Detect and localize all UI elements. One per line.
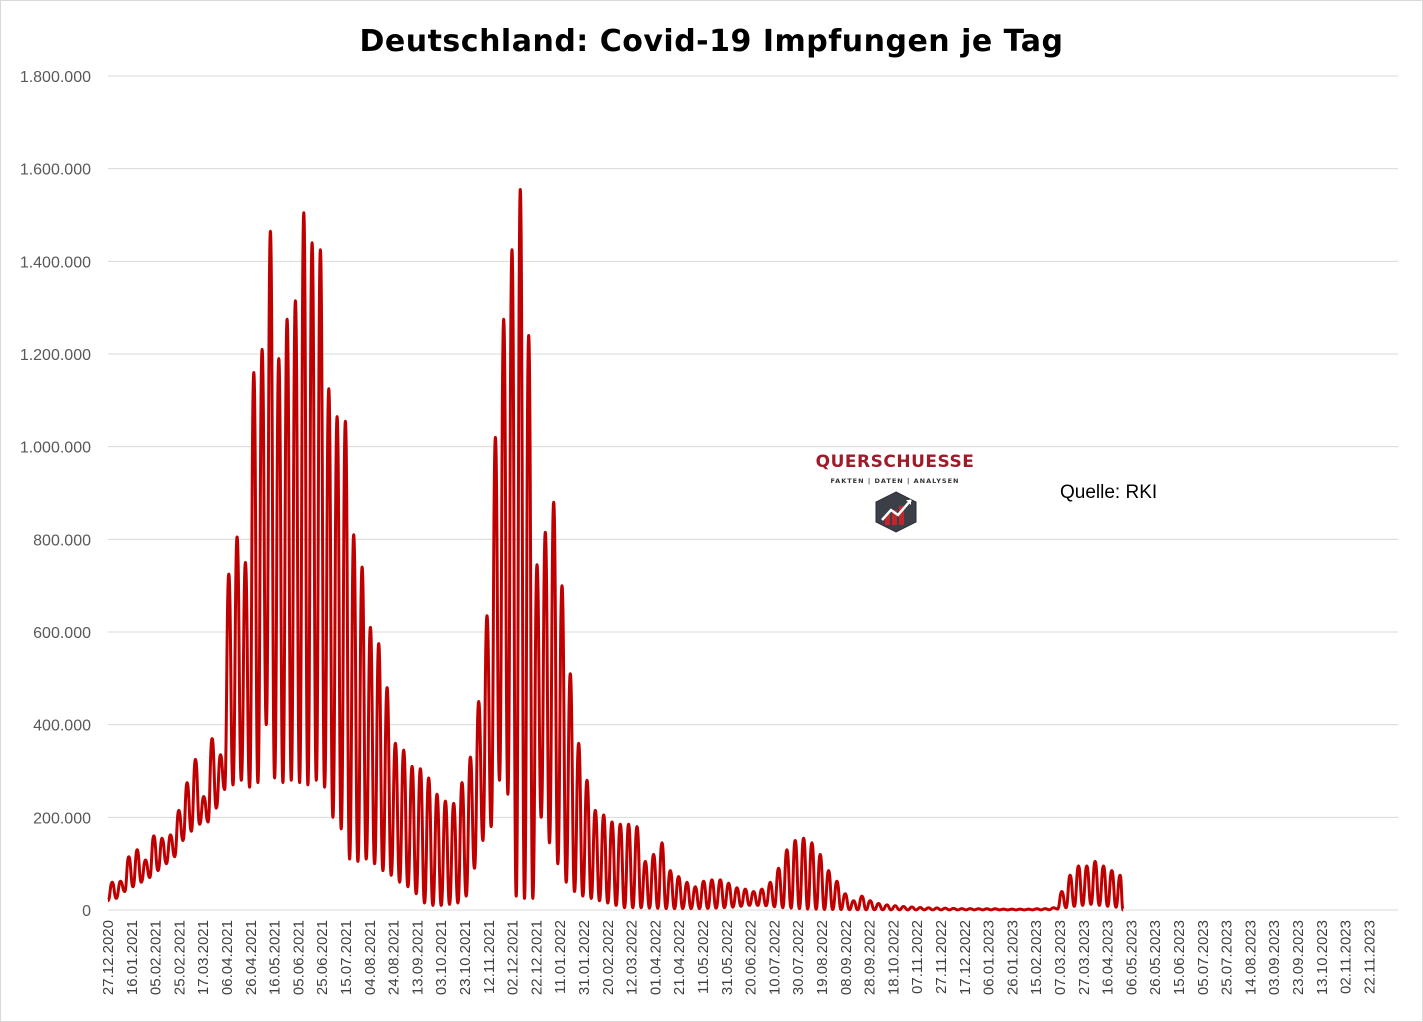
- x-tick-label: 07.03.2023: [1052, 920, 1069, 995]
- x-tick-label: 23.09.2023: [1290, 920, 1307, 995]
- x-tick-label: 04.08.2021: [362, 920, 379, 995]
- x-tick-label: 07.11.2022: [909, 920, 926, 994]
- x-tick-label: 06.01.2023: [981, 920, 998, 995]
- x-tick-label: 17.12.2022: [957, 920, 974, 995]
- x-tick-label: 01.04.2022: [647, 920, 664, 995]
- x-tick-label: 28.09.2022: [862, 920, 879, 995]
- x-tick-label: 13.10.2023: [1314, 920, 1331, 995]
- x-tick-label: 25.02.2021: [171, 920, 188, 995]
- x-tick-label: 16.01.2021: [124, 920, 141, 995]
- x-tick-label: 05.06.2021: [290, 920, 307, 995]
- x-tick-label: 18.10.2022: [885, 920, 902, 995]
- x-tick-label: 20.02.2022: [600, 920, 617, 995]
- x-tick-label: 15.02.2023: [1028, 920, 1045, 995]
- y-axis-labels: 0 200.000 400.000 600.000 800.000 1.000.000 1.…: [20, 69, 91, 920]
- x-tick-label: 22.11.2023: [1361, 920, 1378, 994]
- x-tick-label: 11.01.2022: [552, 920, 569, 994]
- x-tick-label: 13.09.2021: [409, 920, 426, 995]
- x-tick-label: 26.04.2021: [243, 920, 260, 995]
- x-tick-label: 27.03.2023: [1076, 920, 1093, 995]
- y-tick-label: 1.200.000: [20, 347, 91, 364]
- x-tick-label: 27.11.2022: [933, 920, 950, 994]
- x-tick-label: 23.10.2021: [457, 920, 474, 995]
- x-axis-labels: 27.12.2020 16.01.2021 05.02.2021 25.02.2021…: [100, 920, 1378, 995]
- x-tick-label: 06.05.2023: [1123, 920, 1140, 995]
- chart-title: Deutschland: Covid-19 Impfungen je Tag: [359, 24, 1064, 59]
- y-tick-label: 800.000: [33, 532, 91, 549]
- x-tick-label: 25.06.2021: [314, 920, 331, 995]
- x-tick-label: 27.12.2020: [100, 920, 117, 995]
- x-tick-label: 26.05.2023: [1147, 920, 1164, 995]
- source-note: Quelle: RKI: [1060, 482, 1158, 503]
- y-tick-label: 1.000.000: [20, 440, 91, 457]
- x-tick-label: 15.06.2023: [1171, 920, 1188, 995]
- x-tick-label: 16.04.2023: [1100, 920, 1117, 995]
- x-tick-label: 30.07.2022: [790, 920, 807, 995]
- x-tick-label: 05.02.2021: [148, 920, 165, 995]
- x-tick-label: 14.08.2023: [1242, 920, 1259, 995]
- x-tick-label: 19.08.2022: [814, 920, 831, 995]
- x-tick-label: 05.07.2023: [1195, 920, 1212, 995]
- x-tick-label: 22.12.2021: [528, 920, 545, 995]
- x-tick-label: 31.01.2022: [576, 920, 593, 995]
- y-tick-label: 400.000: [33, 718, 91, 735]
- x-tick-label: 02.11.2023: [1338, 920, 1355, 994]
- x-tick-label: 16.05.2021: [267, 920, 284, 995]
- x-tick-label: 06.04.2021: [219, 920, 236, 995]
- chart-hexagon-icon: [875, 491, 917, 533]
- x-tick-label: 31.05.2022: [719, 920, 736, 995]
- x-tick-label: 20.06.2022: [743, 920, 760, 995]
- x-tick-label: 25.07.2023: [1219, 920, 1236, 995]
- x-tick-label: 12.11.2021: [481, 920, 498, 994]
- x-tick-label: 26.01.2023: [1004, 920, 1021, 995]
- x-tick-label: 10.07.2022: [766, 920, 783, 995]
- series-line-0: [106, 188, 1125, 912]
- x-tick-label: 17.03.2021: [195, 920, 212, 995]
- querschuesse-logo: QUERSCHUESSE FAKTEN | DATEN | ANALYSEN: [800, 452, 990, 542]
- y-tick-label: 1.600.000: [20, 162, 91, 179]
- x-tick-label: 08.09.2022: [838, 920, 855, 995]
- x-tick-label: 12.03.2022: [624, 920, 641, 995]
- x-tick-label: 02.12.2021: [505, 920, 522, 995]
- y-tick-label: 0: [82, 903, 91, 920]
- y-tick-label: 200.000: [33, 810, 91, 827]
- x-tick-label: 15.07.2021: [338, 920, 355, 995]
- y-tick-label: 1.400.000: [20, 254, 91, 271]
- logo-tagline: FAKTEN | DATEN | ANALYSEN: [830, 477, 960, 485]
- x-tick-label: 24.08.2021: [386, 920, 403, 995]
- y-tick-label: 600.000: [33, 625, 91, 642]
- x-tick-label: 21.04.2022: [671, 920, 688, 995]
- logo-name: QUERSCHUESSE: [815, 452, 975, 472]
- y-tick-label: 1.800.000: [20, 69, 91, 86]
- series-group: [106, 188, 1125, 912]
- x-tick-label: 03.10.2021: [433, 920, 450, 995]
- x-tick-label: 11.05.2022: [695, 920, 712, 994]
- x-tick-label: 03.09.2023: [1266, 920, 1283, 995]
